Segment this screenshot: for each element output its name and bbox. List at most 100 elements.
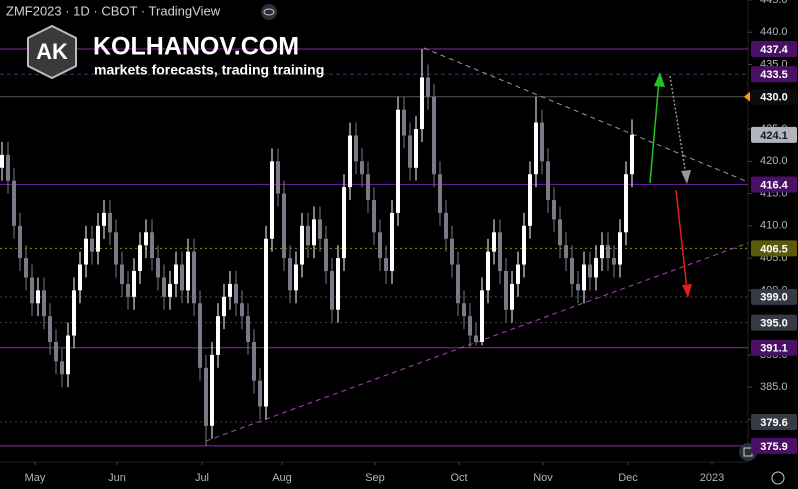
- candle-body: [450, 238, 454, 265]
- x-tick-label: Aug: [272, 472, 292, 484]
- candle-body: [66, 335, 70, 375]
- x-tick-label: May: [25, 472, 46, 484]
- candle-body: [156, 258, 160, 278]
- price-label-box: [751, 339, 797, 356]
- candle-body: [426, 77, 430, 97]
- candle-body: [132, 271, 136, 297]
- price-label: 433.5: [760, 69, 788, 81]
- eye-button[interactable]: [261, 4, 277, 20]
- candles: [0, 49, 634, 446]
- candle-body: [138, 245, 142, 272]
- candle-body: [6, 154, 10, 181]
- candle-body: [246, 316, 250, 342]
- candle-body: [456, 264, 460, 304]
- candle-body: [252, 341, 256, 381]
- logo: AK KOLHANOV.COM markets forecasts, tradi…: [27, 24, 324, 80]
- candle-body: [492, 232, 496, 252]
- candle-body: [528, 174, 532, 226]
- candle-body: [522, 225, 526, 265]
- candle-body: [288, 258, 292, 291]
- candle-body: [300, 225, 304, 265]
- candle-body: [558, 219, 562, 246]
- candle-body: [390, 212, 394, 272]
- candle-body: [78, 264, 82, 291]
- candle-body: [498, 232, 502, 272]
- logo-text: AK: [36, 39, 68, 64]
- price-label: 395.0: [760, 318, 788, 330]
- x-tick-label: Jun: [108, 472, 126, 484]
- price-label-box: [751, 288, 797, 305]
- y-tick-label: 440.0: [760, 26, 788, 38]
- candle-body: [504, 271, 508, 310]
- price-label: 375.9: [760, 441, 788, 453]
- candle-body: [396, 109, 400, 213]
- candle-body: [594, 258, 598, 278]
- resistance-trendline: [423, 47, 749, 183]
- candle-body: [570, 258, 574, 284]
- candle-body: [204, 367, 208, 426]
- candle-body: [144, 232, 148, 246]
- candle-body: [630, 134, 634, 175]
- candle-body: [60, 361, 64, 375]
- settings-button[interactable]: [771, 471, 785, 485]
- candle-body: [312, 219, 316, 246]
- candle-body: [546, 161, 550, 201]
- candle-body: [222, 296, 226, 317]
- candle-body: [174, 264, 178, 284]
- candle-body: [126, 283, 130, 297]
- price-label: 424.1: [760, 130, 788, 142]
- candle-body: [348, 135, 352, 188]
- projection-arrow: [669, 75, 687, 176]
- candle-body: [24, 258, 28, 278]
- price-label: 437.4: [760, 44, 788, 56]
- candle-body: [588, 264, 592, 278]
- candle-body: [0, 154, 4, 168]
- down-arrow: [675, 189, 688, 291]
- candle-body: [414, 129, 418, 168]
- candle-body: [114, 232, 118, 265]
- candle-body: [264, 238, 268, 407]
- candle-body: [444, 212, 448, 239]
- candle-body: [186, 251, 190, 291]
- candle-body: [606, 245, 610, 259]
- candle-body: [228, 283, 232, 297]
- candle-body: [564, 245, 568, 259]
- alert-marker: [744, 91, 750, 102]
- candle-body: [624, 174, 628, 233]
- candle-body: [372, 200, 376, 233]
- candle-body: [468, 316, 472, 336]
- price-label: 379.6: [760, 417, 788, 429]
- x-tick-label: Dec: [618, 472, 638, 484]
- visibility-toggle[interactable]: [261, 4, 277, 20]
- up-arrow: [649, 79, 660, 184]
- candle-body: [18, 225, 22, 259]
- candle-body: [36, 290, 40, 304]
- candle-body: [462, 303, 466, 317]
- candle-body: [48, 316, 52, 342]
- y-tick-label: 410.0: [760, 220, 788, 232]
- candle-body: [306, 225, 310, 246]
- candle-body: [336, 258, 340, 310]
- brand: KOLHANOV.COM: [93, 33, 299, 61]
- candle-body: [384, 258, 388, 272]
- price-label-box: [751, 314, 797, 331]
- candle-body: [360, 161, 364, 175]
- candle-body: [612, 258, 616, 265]
- candle-body: [552, 200, 556, 220]
- candle-body: [534, 122, 538, 175]
- logo-badge: [27, 24, 77, 80]
- y-tick-label: 445.0: [760, 0, 788, 6]
- candle-body: [540, 122, 544, 162]
- candle-body: [318, 219, 322, 239]
- candle-body: [108, 212, 112, 233]
- candle-body: [432, 96, 436, 175]
- projection-arrow-head: [681, 170, 691, 184]
- candle-body: [240, 303, 244, 317]
- candle-body: [294, 264, 298, 291]
- price-label-box: [751, 41, 797, 58]
- x-tick-label: Nov: [533, 472, 553, 484]
- price-label-box: [751, 88, 797, 105]
- arrows: [649, 72, 692, 298]
- x-tick-label: Sep: [365, 472, 385, 484]
